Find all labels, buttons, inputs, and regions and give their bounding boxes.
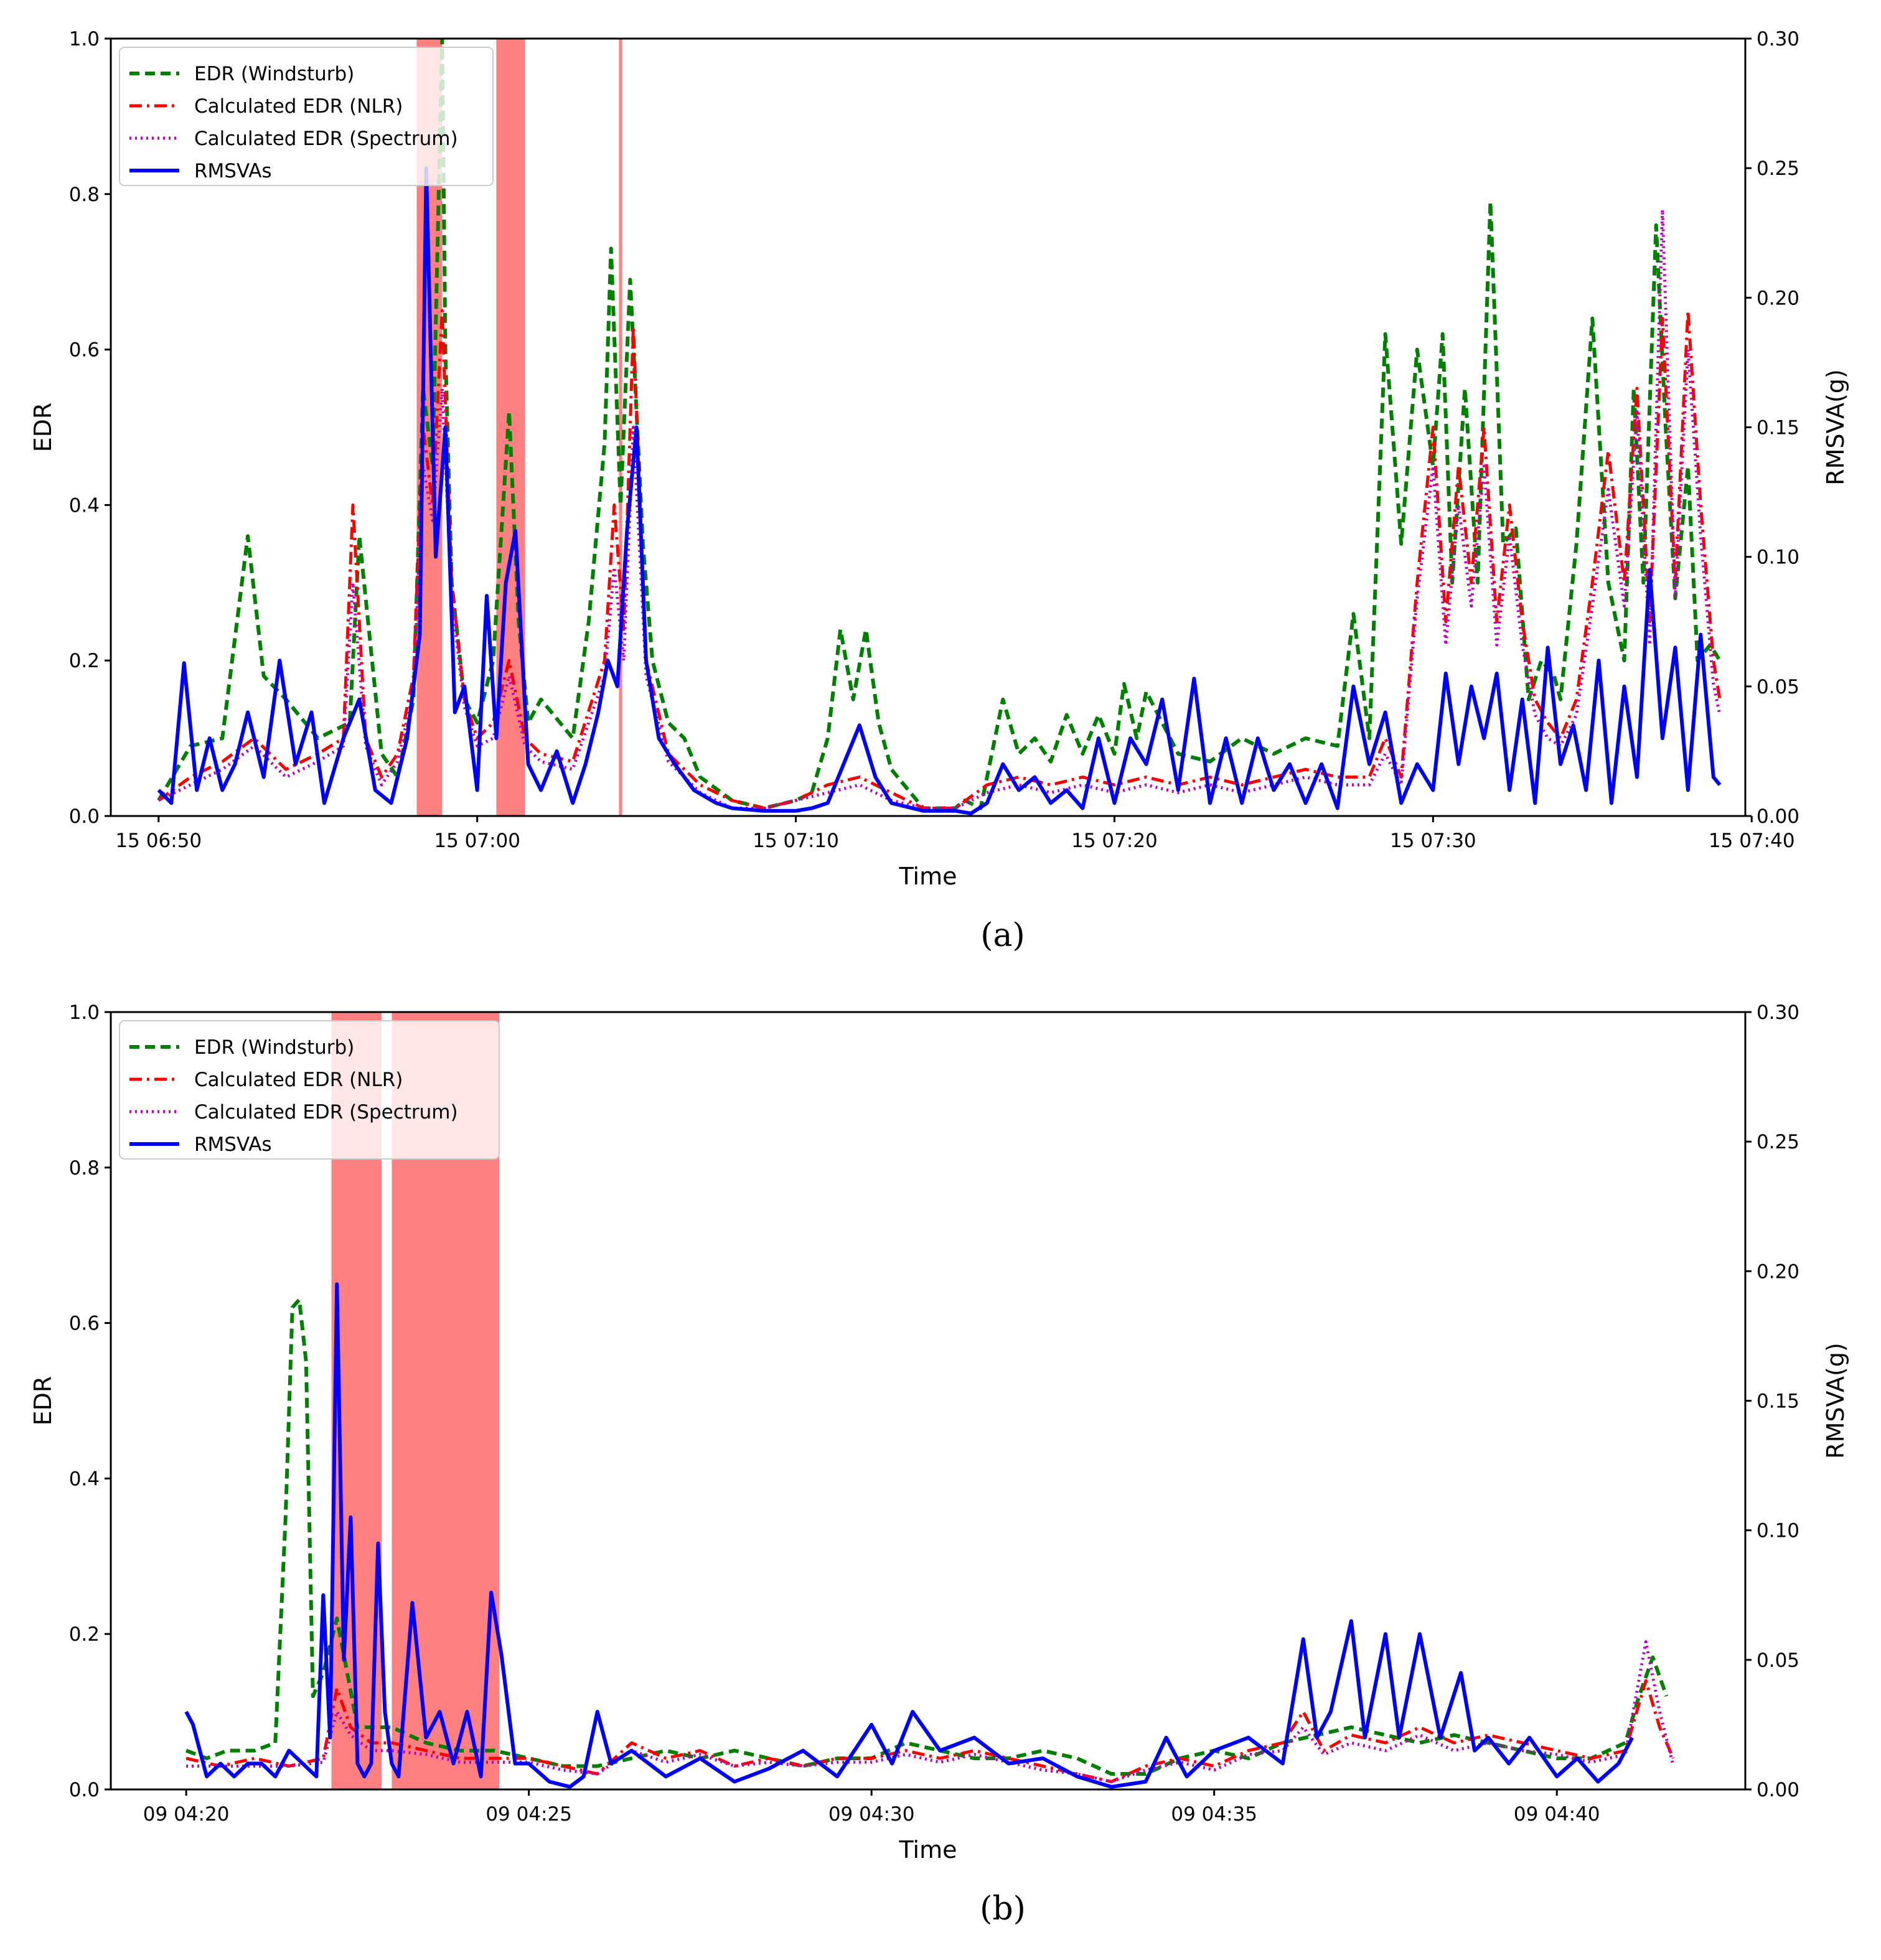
series-line-calculated-edr-spectrum [157, 208, 1722, 810]
x-tick-label: 15 07:40 [1709, 830, 1795, 852]
y-tick-label: 1.0 [69, 28, 100, 50]
y-right-tick-label: 0.05 [1757, 1649, 1799, 1672]
y-right-axis-label: RMSVA(g) [1822, 1343, 1849, 1459]
legend-label: Calculated EDR (Spectrum) [194, 128, 458, 150]
legend-label: RMSVAs [194, 1133, 272, 1156]
y-tick-label: 0.4 [69, 1468, 100, 1490]
y-right-tick-label: 0.00 [1757, 805, 1799, 828]
x-tick-label: 09 04:25 [485, 1803, 572, 1826]
y-axis-label: EDR [29, 1376, 57, 1426]
y-tick-label: 0.6 [69, 1313, 100, 1335]
series-line-rmsvas [184, 1282, 1634, 1789]
y-right-tick-label: 0.30 [1757, 1001, 1799, 1024]
legend-box [119, 1020, 500, 1160]
x-tick-label: 09 04:30 [828, 1803, 915, 1826]
x-tick-label: 15 07:00 [434, 830, 520, 852]
y-right-tick-label: 0.10 [1757, 546, 1799, 569]
legend-box [119, 47, 494, 186]
y-tick-label: 0.0 [69, 805, 100, 828]
legend-label: EDR (Windsturb) [194, 1036, 354, 1059]
series-line-edr-windsturb [157, 39, 1722, 810]
x-tick-label: 15 07:30 [1390, 830, 1476, 852]
chart-panel-a: 0.0 0.2 0.4 0.6 0.8 1.0 0.00 0.05 0.10 0.15 0.20 0.… [29, 28, 1849, 954]
x-tick-label: 15 06:50 [115, 830, 202, 852]
x-tick-label: 09 04:20 [143, 1803, 230, 1826]
y-right-tick-label: 0.20 [1757, 287, 1799, 309]
y-tick-label: 0.0 [69, 1779, 100, 1801]
y-tick-label: 0.8 [69, 1157, 100, 1179]
series-line-rmsvas [157, 166, 1722, 815]
y-tick-label: 1.0 [69, 1001, 100, 1024]
y-right-axis-label: RMSVA(g) [1822, 369, 1849, 485]
y-tick-label: 0.6 [69, 339, 100, 362]
x-axis-label: Time [899, 1836, 957, 1864]
x-tick-label: 09 04:40 [1514, 1803, 1600, 1826]
legend-label: Calculated EDR (NLR) [194, 1069, 403, 1091]
y-tick-label: 0.8 [69, 184, 100, 206]
y-tick-label: 0.2 [69, 1623, 100, 1646]
series-line-calculated-edr-nlr [157, 309, 1722, 810]
y-right-tick-label: 0.15 [1757, 1390, 1799, 1413]
panel-caption: (a) [980, 917, 1025, 954]
y-right-tick-label: 0.15 [1757, 417, 1799, 439]
y-right-tick-label: 0.10 [1757, 1520, 1799, 1542]
series-group [184, 1282, 1675, 1789]
shaded-region-2 [496, 39, 525, 816]
x-tick-label: 09 04:35 [1171, 1803, 1257, 1826]
y-right-tick-label: 0.25 [1757, 1131, 1799, 1153]
series-line-calculated-edr-nlr [185, 1679, 1675, 1783]
series-line-edr-windsturb [185, 1298, 1669, 1776]
y-tick-label: 0.4 [69, 494, 100, 517]
y-right-tick-label: 0.20 [1757, 1260, 1799, 1283]
series-group [157, 39, 1722, 815]
y-right-tick-label: 0.00 [1757, 1779, 1799, 1801]
y-right-tick-label: 0.25 [1757, 157, 1799, 180]
y-axis-label: EDR [29, 403, 57, 452]
x-tick-label: 15 07:10 [753, 830, 839, 852]
x-tick-label: 15 07:20 [1071, 830, 1158, 852]
legend-label: Calculated EDR (Spectrum) [194, 1101, 458, 1123]
legend-label: RMSVAs [194, 160, 272, 182]
y-right-tick-label: 0.05 [1757, 676, 1799, 698]
y-right-tick-label: 0.30 [1757, 28, 1799, 50]
y-tick-label: 0.2 [69, 650, 100, 672]
chart-panel-b: 0.0 0.2 0.4 0.6 0.8 1.0 0.00 0.05 0.10 0.15 0.20 0.… [29, 1001, 1849, 1928]
legend-label: EDR (Windsturb) [194, 63, 354, 85]
shaded-region-3 [619, 39, 622, 816]
legend-label: Calculated EDR (NLR) [194, 95, 403, 118]
panel-caption: (b) [980, 1890, 1026, 1928]
x-axis-label: Time [899, 863, 957, 890]
